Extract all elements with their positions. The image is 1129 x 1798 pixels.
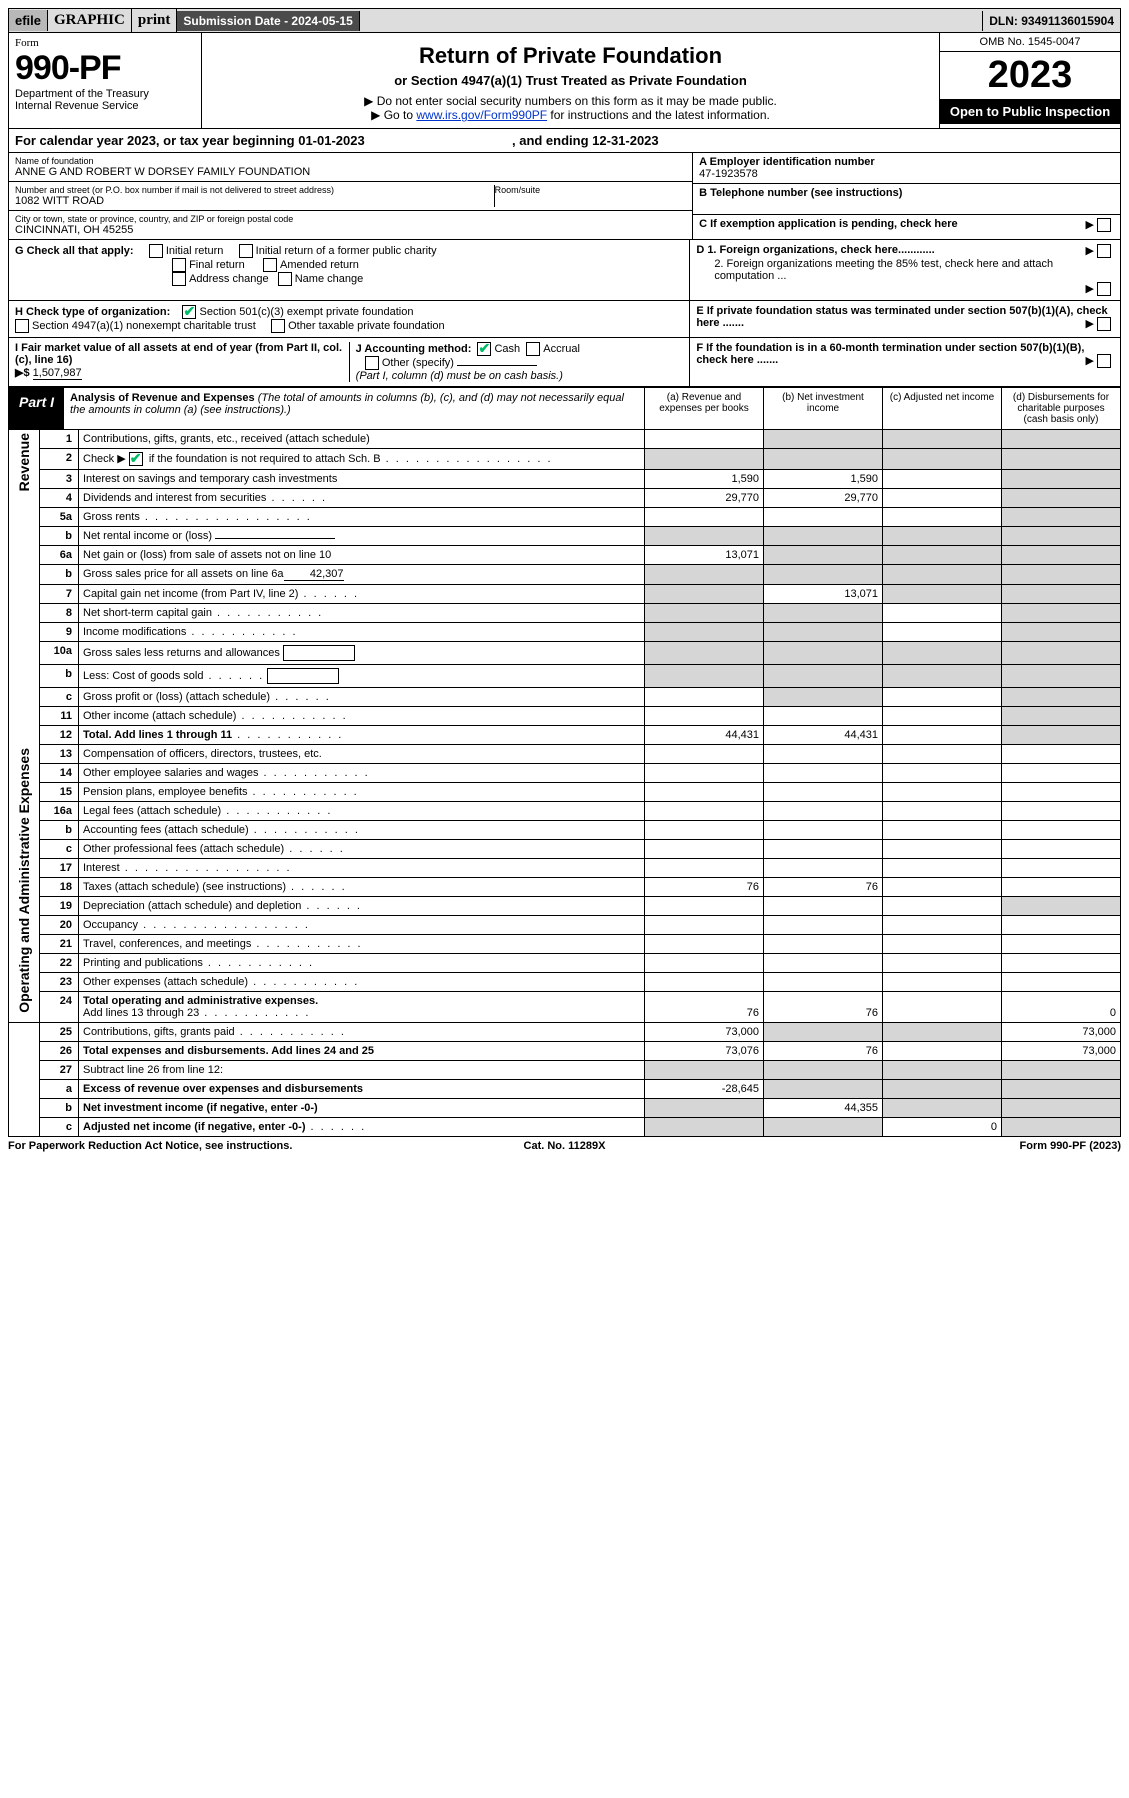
part1-title-cell: Analysis of Revenue and Expenses (The to… — [64, 388, 644, 429]
omb-number: OMB No. 1545-0047 — [940, 33, 1120, 52]
g-address-change[interactable] — [172, 272, 186, 286]
note-ssn: ▶ Do not enter social security numbers o… — [208, 94, 933, 108]
j-other-checkbox[interactable] — [365, 356, 379, 370]
dept-treasury: Department of the Treasury — [15, 88, 149, 100]
col-d-header: (d) Disbursements for charitable purpose… — [1001, 388, 1120, 429]
part1-label: Part I — [9, 388, 64, 429]
top-bar: efile GRAPHIC print Submission Date - 20… — [8, 8, 1121, 33]
d-row: D 1. Foreign organizations, check here..… — [689, 240, 1120, 300]
footer-catno: Cat. No. 11289X — [379, 1140, 750, 1152]
header-right: OMB No. 1545-0047 2023 Open to Public In… — [939, 33, 1120, 128]
form-number: 990-PF — [15, 49, 121, 87]
header-left: Form 990-PF Department of the Treasury I… — [9, 33, 202, 128]
expenses-side-label: Operating and Administrative Expenses — [16, 748, 32, 1013]
foundation-name-cell: Name of foundation ANNE G AND ROBERT W D… — [9, 153, 692, 182]
g-initial-return[interactable] — [149, 244, 163, 258]
dln-number: DLN: 93491136015904 — [982, 11, 1120, 31]
footer-formno: Form 990-PF (2023) — [750, 1140, 1121, 1152]
h-501c3-checkbox[interactable] — [182, 305, 196, 319]
street-cell: Number and street (or P.O. box number if… — [15, 185, 495, 207]
h-4947-checkbox[interactable] — [15, 319, 29, 333]
calendar-year-row: For calendar year 2023, or tax year begi… — [8, 129, 1121, 153]
efile-badge: efile — [9, 10, 48, 31]
c-checkbox[interactable] — [1097, 218, 1111, 232]
page-footer: For Paperwork Reduction Act Notice, see … — [8, 1140, 1121, 1152]
h-row: H Check type of organization: Section 50… — [9, 301, 689, 337]
g-initial-former[interactable] — [239, 244, 253, 258]
graphic-label[interactable]: GRAPHIC — [48, 9, 132, 32]
form-label: Form — [15, 37, 39, 49]
city-state-zip: CINCINNATI, OH 45255 — [15, 224, 133, 236]
j-cash-checkbox[interactable] — [477, 342, 491, 356]
ij-row: I Fair market value of all assets at end… — [9, 338, 689, 386]
d1-checkbox[interactable] — [1097, 244, 1111, 258]
foundation-name: ANNE G AND ROBERT W DORSEY FAMILY FOUNDA… — [15, 166, 310, 178]
ein-cell: A Employer identification number 47-1923… — [693, 153, 1120, 184]
i-cell: I Fair market value of all assets at end… — [15, 342, 350, 382]
header-center: Return of Private Foundation or Section … — [202, 33, 939, 128]
fmv-value: 1,507,987 — [33, 367, 82, 380]
e-checkbox[interactable] — [1097, 317, 1111, 331]
revenue-side-label: Revenue — [16, 433, 32, 491]
city-cell: City or town, state or province, country… — [9, 211, 692, 239]
j-accrual-checkbox[interactable] — [526, 342, 540, 356]
e-row: E If private foundation status was termi… — [689, 301, 1120, 337]
f-checkbox[interactable] — [1097, 354, 1111, 368]
submission-date: Submission Date - 2024-05-15 — [177, 11, 359, 31]
form-subtitle: or Section 4947(a)(1) Trust Treated as P… — [208, 73, 933, 88]
checkboxes-section: G Check all that apply: Initial return I… — [8, 240, 1121, 387]
g-final-return[interactable] — [172, 258, 186, 272]
form-header: Form 990-PF Department of the Treasury I… — [8, 33, 1121, 129]
tax-year: 2023 — [940, 52, 1120, 99]
street-address: 1082 WITT ROAD — [15, 195, 104, 207]
ein-value: 47-1923578 — [699, 168, 758, 180]
open-inspection-badge: Open to Public Inspection — [940, 99, 1120, 124]
print-label[interactable]: print — [132, 9, 178, 32]
room-cell: Room/suite — [495, 185, 686, 207]
note-link-row: ▶ Go to www.irs.gov/Form990PF for instru… — [208, 108, 933, 122]
g-row: G Check all that apply: Initial return I… — [9, 240, 689, 300]
h-other-checkbox[interactable] — [271, 319, 285, 333]
g-name-change[interactable] — [278, 272, 292, 286]
col-c-header: (c) Adjusted net income — [882, 388, 1001, 429]
footer-left: For Paperwork Reduction Act Notice, see … — [8, 1140, 379, 1152]
f-row: F If the foundation is in a 60-month ter… — [689, 338, 1120, 386]
irs-label: Internal Revenue Service — [15, 100, 139, 112]
col-a-header: (a) Revenue and expenses per books — [644, 388, 763, 429]
entity-info-block: Name of foundation ANNE G AND ROBERT W D… — [8, 153, 1121, 240]
part1-header: Part I Analysis of Revenue and Expenses … — [8, 387, 1121, 429]
form-title: Return of Private Foundation — [208, 43, 933, 69]
telephone-cell: B Telephone number (see instructions) — [693, 184, 1120, 215]
schb-checkbox[interactable] — [129, 452, 143, 466]
d2-checkbox[interactable] — [1097, 282, 1111, 296]
g-amended[interactable] — [263, 258, 277, 272]
j-cell: J Accounting method: Cash Accrual Other … — [350, 342, 684, 382]
irs-link[interactable]: www.irs.gov/Form990PF — [416, 108, 547, 122]
part1-table: Revenue 1Contributions, gifts, grants, e… — [8, 429, 1121, 1137]
exemption-pending-cell: C If exemption application is pending, c… — [693, 215, 1120, 233]
col-b-header: (b) Net investment income — [763, 388, 882, 429]
